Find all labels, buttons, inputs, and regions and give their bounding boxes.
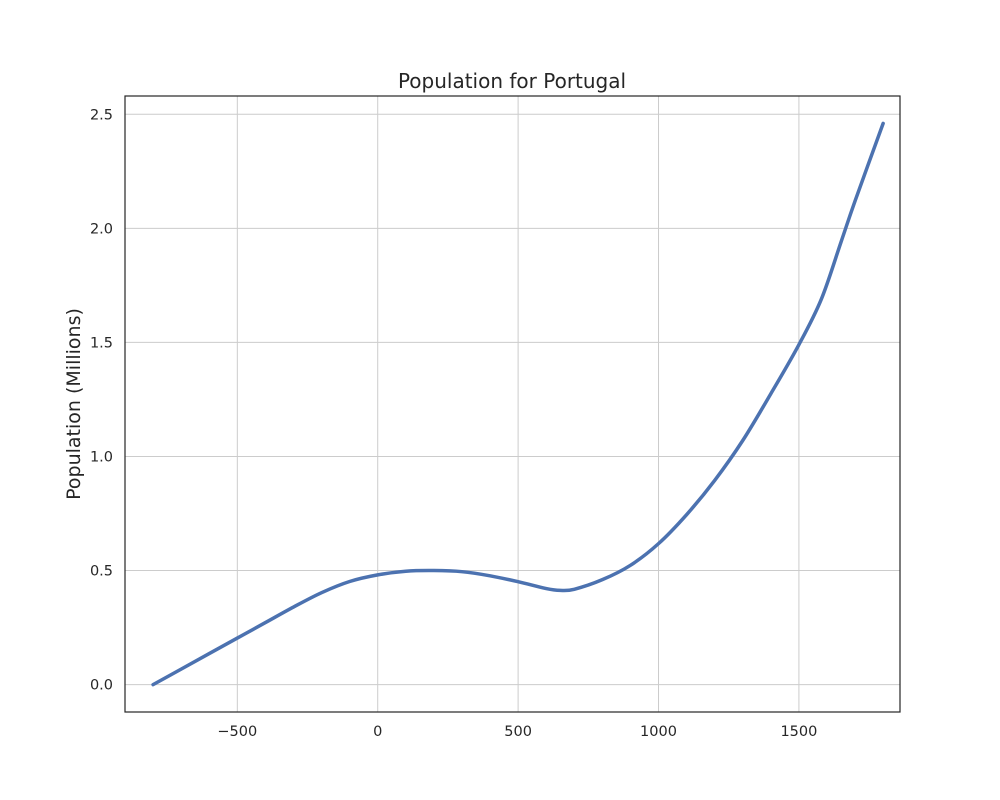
y-tick-label: 1.0 [90, 449, 113, 465]
x-tick-label: −500 [217, 724, 257, 740]
x-tick-label: 1500 [780, 724, 817, 740]
y-axis-label: Population (Millions) [63, 308, 85, 500]
x-tick-label: 500 [504, 724, 532, 740]
x-tick-label: 0 [373, 724, 382, 740]
population-series-line [151, 121, 885, 687]
tick-labels: −500 0 500 1000 1500 0.0 0.5 1.0 1.5 2.0 2.5 [90, 107, 817, 740]
y-tick-label: 2.5 [90, 107, 113, 123]
plot-frame [124, 95, 901, 713]
y-tick-label: 0.5 [90, 564, 113, 580]
x-tick-label: 1000 [640, 724, 677, 740]
series-layer [151, 121, 885, 687]
y-tick-label: 2.0 [90, 221, 113, 237]
grid-lines [125, 96, 900, 712]
y-tick-label: 0.0 [90, 678, 113, 694]
chart-title: Population for Portugal [398, 69, 626, 93]
y-tick-label: 1.5 [90, 335, 113, 351]
